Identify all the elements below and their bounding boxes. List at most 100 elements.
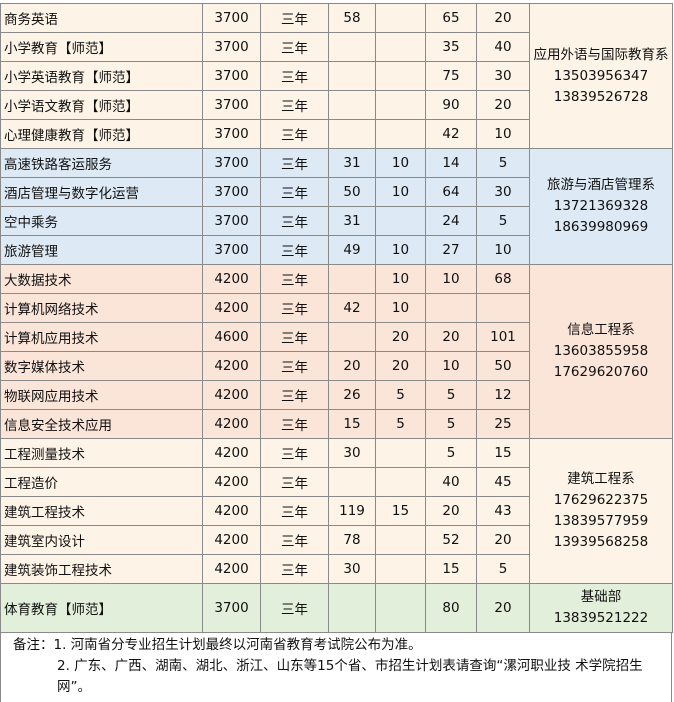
table-row: 高速铁路客运服务 3700 三年 31 10 14 5 旅游与酒店管理系 13721369328… (0, 148, 673, 265)
table-cell: 酒店管理与数字化运营 (0, 177, 203, 207)
table-cell: 3700 (202, 235, 261, 265)
table-cell (328, 264, 376, 294)
table-cell: 三年 (260, 61, 329, 91)
table-cell: 49 (328, 235, 376, 265)
department-phone: 13839577959 (553, 513, 649, 529)
table-cell: 45 (476, 467, 530, 497)
table-cell: 5 (425, 380, 477, 410)
table-cell: 计算机应用技术 (0, 322, 203, 352)
table-cell: 30 (476, 177, 530, 207)
table-cell: 工程造价 (0, 467, 203, 497)
table-cell: 三年 (260, 438, 329, 468)
table-cell (375, 438, 426, 468)
table-cell: 20 (425, 322, 477, 352)
department-phone: 13603855958 (553, 343, 649, 359)
table-cell: 52 (425, 525, 477, 555)
table-cell (375, 525, 426, 555)
notes-label: 备注： (13, 637, 54, 653)
table-cell: 30 (476, 61, 530, 91)
table-cell (328, 61, 376, 91)
table-cell: 5 (476, 148, 530, 178)
department-cell: 建筑工程系 17629622375 13839577959 13939568258 (529, 438, 673, 584)
table-cell: 5 (425, 409, 477, 439)
department-name: 信息工程系 (567, 322, 635, 338)
table-cell: 4200 (202, 467, 261, 497)
table-cell (375, 119, 426, 149)
table-cell (328, 119, 376, 149)
table-cell: 20 (476, 90, 530, 120)
table-cell: 三年 (260, 90, 329, 120)
table-cell: 三年 (260, 293, 329, 323)
table-cell: 119 (328, 496, 376, 526)
note-item: 2. 广东、广西、湖南、湖北、浙江、山东等15个省、市招生计划表请查询“漯河职业… (57, 658, 643, 695)
table-cell: 3700 (202, 3, 261, 33)
table-cell: 3700 (202, 32, 261, 62)
table-cell: 三年 (260, 467, 329, 497)
table-cell: 3700 (202, 148, 261, 178)
department-phone: 13839526728 (553, 88, 649, 105)
table-cell: 58 (328, 3, 376, 33)
department-name: 应用外语与国际教育系 (533, 46, 669, 63)
table-cell: 三年 (260, 177, 329, 207)
table-cell (375, 32, 426, 62)
table-cell: 15 (476, 438, 530, 468)
table-cell: 10 (476, 119, 530, 149)
table-row: 大数据技术 4200 三年 10 10 68 信息工程系 13603855958 1762962… (0, 264, 673, 439)
table-cell: 75 (425, 61, 477, 91)
table-cell: 10 (425, 264, 477, 294)
table-cell: 3700 (202, 119, 261, 149)
table-cell: 3700 (202, 90, 261, 120)
table-cell: 10 (375, 177, 426, 207)
enrollment-table: 商务英语 3700 三年 58 65 20 应用外语与国际教育系 13503956347 138… (0, 3, 673, 633)
table-cell: 4200 (202, 438, 261, 468)
table-cell: 心理健康教育【师范】 (0, 119, 203, 149)
table-cell: 25 (476, 409, 530, 439)
department-phone: 18639980969 (553, 219, 649, 235)
table-cell: 50 (476, 351, 530, 381)
department-name: 建筑工程系 (567, 471, 635, 487)
table-cell: 三年 (260, 32, 329, 62)
table-cell: 68 (476, 264, 530, 294)
table-cell: 三年 (260, 525, 329, 555)
table-row: 体育教育【师范】 3700 三年 80 20 基础部 13839521222 (0, 583, 673, 633)
table-cell: 10 (476, 235, 530, 265)
table-cell: 三年 (260, 496, 329, 526)
table-cell: 三年 (260, 264, 329, 294)
table-cell: 4200 (202, 293, 261, 323)
department-phone: 13839521222 (553, 610, 649, 626)
table-cell: 三年 (260, 554, 329, 584)
table-cell (328, 583, 376, 633)
table-cell: 40 (425, 467, 477, 497)
table-cell: 20 (328, 351, 376, 381)
table-cell: 体育教育【师范】 (0, 583, 203, 633)
table-cell: 4200 (202, 351, 261, 381)
table-row: 工程测量技术 4200 三年 30 5 15 建筑工程系 17629622375 1383957… (0, 438, 673, 584)
table-cell: 4200 (202, 554, 261, 584)
table-cell: 30 (328, 554, 376, 584)
table-cell: 43 (476, 496, 530, 526)
table-cell: 旅游管理 (0, 235, 203, 265)
table-cell (328, 467, 376, 497)
table-cell: 建筑装饰工程技术 (0, 554, 203, 584)
table-cell: 20 (425, 496, 477, 526)
table-cell: 信息安全技术应用 (0, 409, 203, 439)
table-cell: 4200 (202, 380, 261, 410)
table-cell: 三年 (260, 583, 329, 633)
table-cell: 4200 (202, 496, 261, 526)
table-cell: 工程测量技术 (0, 438, 203, 468)
table-cell: 20 (476, 3, 530, 33)
table-cell: 20 (476, 525, 530, 555)
table-cell: 三年 (260, 148, 329, 178)
table-cell (375, 3, 426, 33)
table-cell: 三年 (260, 206, 329, 236)
table-cell: 10 (375, 235, 426, 265)
table-cell: 大数据技术 (0, 264, 203, 294)
table-cell: 40 (476, 32, 530, 62)
table-cell: 15 (328, 409, 376, 439)
table-cell: 24 (425, 206, 477, 236)
table-cell: 64 (425, 177, 477, 207)
table-cell: 78 (328, 525, 376, 555)
table-cell: 12 (476, 380, 530, 410)
table-cell: 27 (425, 235, 477, 265)
table-cell: 5 (375, 380, 426, 410)
